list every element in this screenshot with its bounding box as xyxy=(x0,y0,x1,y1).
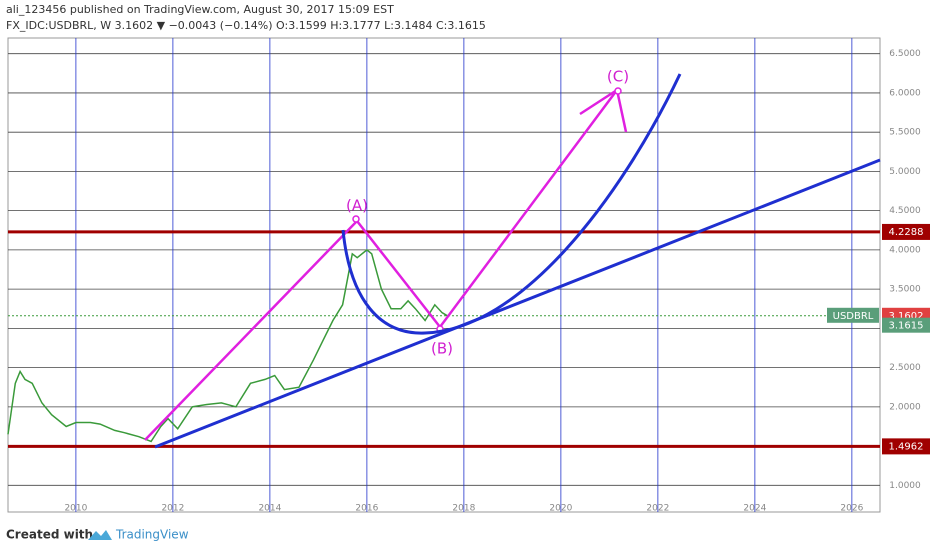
plot-frame xyxy=(7,37,881,513)
drawings xyxy=(144,73,881,449)
price-line xyxy=(7,248,448,443)
x-tick-label: 2016 xyxy=(355,504,378,514)
y-tick-label: 2.0000 xyxy=(889,402,921,412)
y-tick-label: 6.0000 xyxy=(889,88,921,98)
y-tick-label: 3.5000 xyxy=(889,285,921,295)
y-tick-label: 5.5000 xyxy=(889,128,921,138)
x-tick-label: 2024 xyxy=(743,504,766,514)
y-tick-label: 5.0000 xyxy=(889,167,921,177)
symbol-tag xyxy=(827,307,879,323)
price-tag-label: 4.2288 xyxy=(889,227,924,238)
x-tick-label: 2012 xyxy=(161,504,184,514)
x-tick-label: 2014 xyxy=(258,504,281,514)
trend-line xyxy=(154,158,881,449)
y-tick-label: 2.5000 xyxy=(889,363,921,373)
y-tick-label: 4.5000 xyxy=(889,206,921,216)
y-tick-label: 4.0000 xyxy=(889,245,921,255)
wave-point xyxy=(352,215,360,223)
footer-brand[interactable]: TradingView xyxy=(115,528,189,542)
wave-point xyxy=(614,87,622,95)
price-tag xyxy=(882,223,930,240)
symbol-line: FX_IDC:USDBRL, W 3.1602 ▼ −0.0043 (−0.14… xyxy=(6,19,486,32)
publish-line: ali_123456 published on TradingView.com,… xyxy=(6,3,394,16)
x-tick-label: 2010 xyxy=(64,504,87,514)
y-tick-label: 6.5000 xyxy=(889,49,921,59)
price-tag-label: 1.4962 xyxy=(889,441,924,452)
wave-label: (C) xyxy=(607,68,629,86)
wave-path xyxy=(144,89,619,441)
y-tick-label: 1.0000 xyxy=(889,481,921,491)
price-tag-label: 3.1615 xyxy=(889,321,924,332)
x-tick-label: 2026 xyxy=(840,504,863,514)
x-tick-label: 2020 xyxy=(549,504,572,514)
price-tag xyxy=(882,317,930,333)
x-tick-label: 2022 xyxy=(646,504,669,514)
price-tag-label: 3.1602 xyxy=(889,311,924,322)
arc-curve xyxy=(341,73,682,335)
price-tag xyxy=(882,438,930,455)
footer-text: Created with xyxy=(6,528,93,542)
logo xyxy=(88,530,112,540)
wave-label: (B) xyxy=(431,340,453,358)
x-tick-label: 2018 xyxy=(452,504,475,514)
symbol-tag-label: USDBRL xyxy=(833,311,874,322)
wave-label: (A) xyxy=(346,197,368,215)
footer xyxy=(0,520,932,550)
